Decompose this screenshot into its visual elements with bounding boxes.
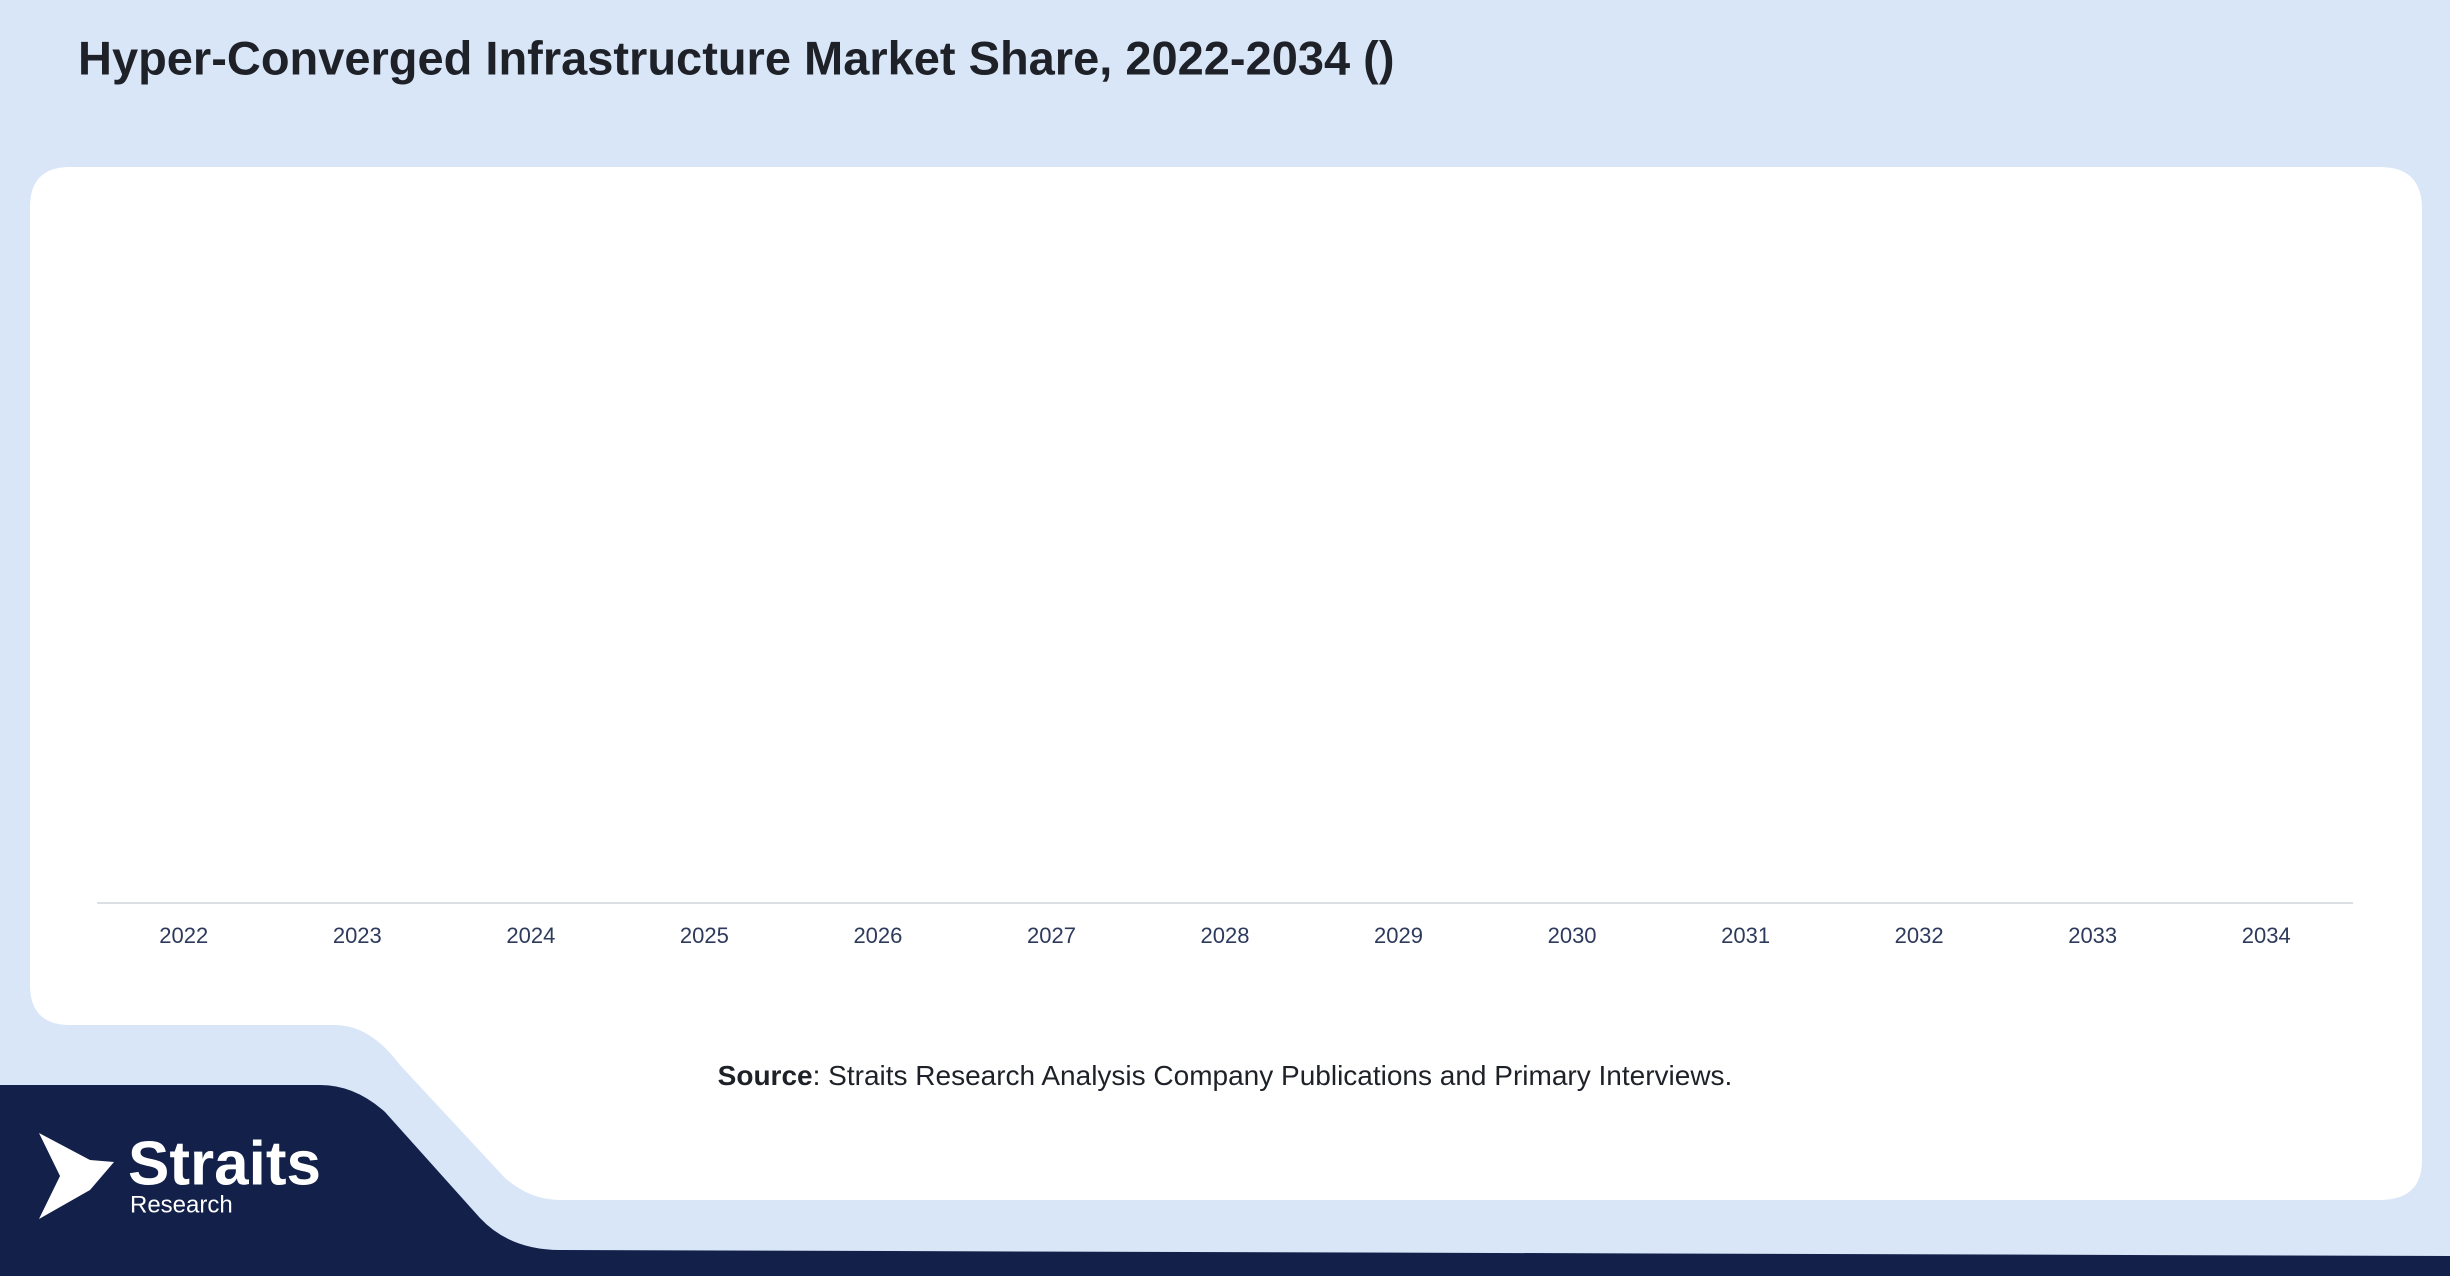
source-note: Source: Straits Research Analysis Compan… — [718, 1060, 1733, 1091]
x-tick-label: 2023 — [333, 923, 382, 948]
x-tick-label: 2027 — [1027, 923, 1076, 948]
x-tick-label: 2022 — [159, 923, 208, 948]
logo-name: Straits — [128, 1129, 321, 1198]
chart-title: Hyper-Converged Infrastructure Market Sh… — [78, 31, 1394, 84]
x-tick-label: 2031 — [1721, 923, 1770, 948]
x-tick-label: 2026 — [853, 923, 902, 948]
logo-tagline: Research — [130, 1191, 233, 1218]
x-tick-label: 2030 — [1548, 923, 1597, 948]
x-axis: 2022 2023 2024 2025 2026 2027 2028 2029 2030 2031… — [159, 923, 2290, 948]
x-tick-label: 2029 — [1374, 923, 1423, 948]
logo-mark — [39, 1133, 114, 1219]
footer-band — [0, 1085, 2450, 1276]
card — [30, 167, 2422, 1200]
x-tick-label: 2032 — [1895, 923, 1944, 948]
x-tick-label: 2034 — [2242, 923, 2291, 948]
x-tick-label: 2033 — [2068, 923, 2117, 948]
x-tick-label: 2025 — [680, 923, 729, 948]
x-tick-label: 2024 — [506, 923, 555, 948]
source-text: : Straits Research Analysis Company Publ… — [813, 1060, 1733, 1091]
source-label: Source — [718, 1060, 813, 1091]
x-tick-label: 2028 — [1201, 923, 1250, 948]
